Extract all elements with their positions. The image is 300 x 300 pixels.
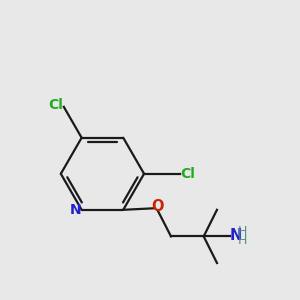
Text: Cl: Cl (180, 167, 195, 181)
Text: O: O (152, 199, 164, 214)
Text: N: N (69, 203, 81, 217)
Text: H: H (238, 225, 248, 238)
Text: H: H (238, 234, 248, 248)
Text: N: N (230, 228, 242, 243)
Text: Cl: Cl (49, 98, 64, 112)
